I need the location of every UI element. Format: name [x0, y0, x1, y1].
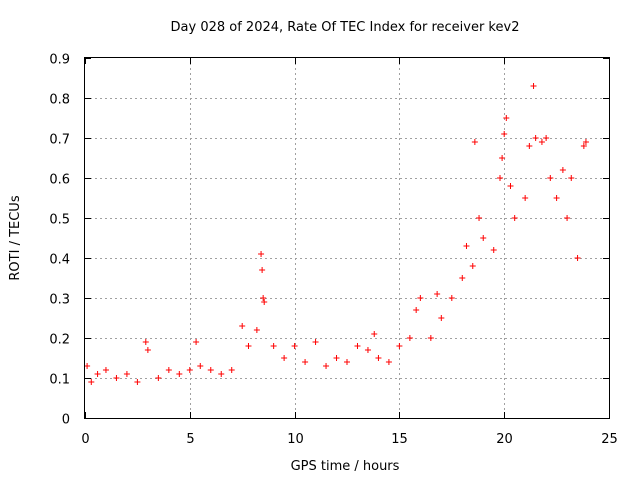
data-point [564, 215, 571, 221]
data-point [323, 363, 330, 369]
data-point [522, 195, 529, 201]
data-point [459, 275, 466, 281]
data-point [207, 367, 214, 373]
data-point [364, 347, 371, 353]
data-point [142, 339, 149, 345]
data-point [186, 367, 193, 373]
data-point [574, 255, 581, 261]
data-point [417, 295, 424, 301]
data-point [228, 367, 235, 373]
data-point [253, 327, 260, 333]
data-point [113, 375, 120, 381]
data-point [547, 175, 554, 181]
data-point [261, 299, 268, 305]
y-tick-label: 0 [62, 413, 70, 428]
data-point [281, 355, 288, 361]
data-point [480, 235, 487, 241]
data-point [270, 343, 277, 349]
data-point [155, 375, 162, 381]
data-point [499, 155, 506, 161]
data-point [239, 323, 246, 329]
data-points [84, 83, 589, 385]
data-point [258, 251, 265, 257]
data-point [580, 143, 587, 149]
data-point [371, 331, 378, 337]
data-point [385, 359, 392, 365]
y-tick-label: 0.6 [49, 173, 70, 188]
x-tick-label: 20 [496, 432, 513, 447]
data-point [413, 307, 420, 313]
data-point [259, 267, 266, 273]
data-point [312, 339, 319, 345]
data-point [354, 343, 361, 349]
x-tick-label: 0 [81, 432, 89, 447]
data-point [526, 143, 533, 149]
x-axis-label: GPS time / hours [291, 459, 400, 474]
plot-frame [84, 57, 610, 419]
x-tick-label: 10 [287, 432, 304, 447]
y-tick-label: 0.2 [49, 333, 70, 348]
data-point [333, 355, 340, 361]
x-tick-label: 25 [601, 432, 618, 447]
data-point [434, 291, 441, 297]
data-point [218, 371, 225, 377]
y-tick-label: 0.8 [49, 93, 70, 108]
data-point [193, 339, 200, 345]
data-point [469, 263, 476, 269]
data-point [530, 83, 537, 89]
data-point [291, 343, 298, 349]
data-point [123, 371, 130, 377]
data-point [396, 343, 403, 349]
data-point [448, 295, 455, 301]
data-point [102, 367, 109, 373]
data-point [438, 315, 445, 321]
data-point [471, 139, 478, 145]
data-point [511, 215, 518, 221]
data-point [134, 379, 141, 385]
data-point [490, 247, 497, 253]
data-point [406, 335, 413, 341]
y-tick-label: 0.4 [49, 253, 70, 268]
data-point [476, 215, 483, 221]
y-tick-label: 0.1 [49, 373, 70, 388]
data-point [260, 295, 267, 301]
data-point [497, 175, 504, 181]
data-point [245, 343, 252, 349]
data-point [501, 131, 508, 137]
y-tick-label: 0.3 [49, 293, 70, 308]
data-point [507, 183, 514, 189]
data-point [503, 115, 510, 121]
data-point [532, 135, 539, 141]
data-point [84, 363, 91, 369]
y-axis-label: ROTI / TECUs [8, 195, 23, 280]
y-tick-label: 0.7 [49, 133, 70, 148]
grid-lines [85, 58, 609, 418]
data-point [582, 139, 589, 145]
data-point [302, 359, 309, 365]
data-point [344, 359, 350, 365]
axis-ticks: 0 0.1 0.2 0.3 0.4 0.5 0.6 0.7 0.8 0.9 0 5 10 15 20 25 [49, 53, 617, 448]
data-point [94, 371, 101, 377]
data-point [463, 243, 470, 249]
data-point [165, 367, 172, 373]
y-tick-label: 0.5 [49, 213, 70, 228]
data-point [144, 347, 151, 353]
data-point [538, 139, 545, 145]
chart-title: Day 028 of 2024, Rate Of TEC Index for r… [171, 20, 520, 35]
data-point [568, 175, 575, 181]
data-point [543, 135, 550, 141]
data-point [176, 371, 183, 377]
y-tick-label: 0.9 [49, 53, 70, 68]
data-point [375, 355, 382, 361]
data-point [197, 363, 204, 369]
x-tick-label: 5 [186, 432, 194, 447]
data-point [427, 335, 434, 341]
data-point [88, 379, 95, 385]
data-point [559, 167, 566, 173]
x-tick-label: 15 [391, 432, 408, 447]
data-point [553, 195, 560, 201]
